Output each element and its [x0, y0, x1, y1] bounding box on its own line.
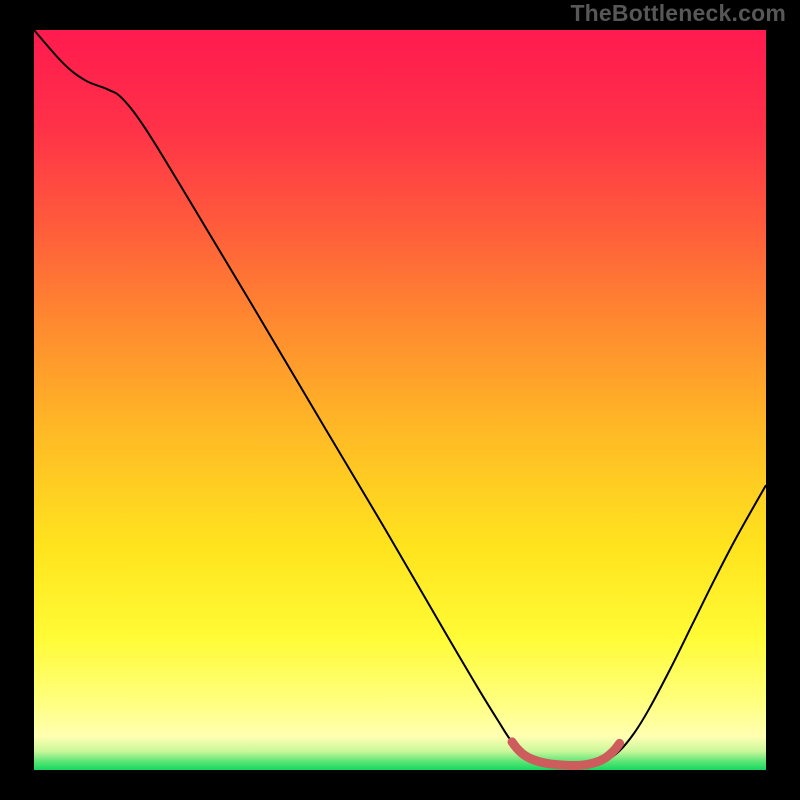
plot-background	[34, 30, 766, 770]
bottleneck-chart	[0, 0, 800, 800]
watermark-label: TheBottleneck.com	[570, 0, 786, 27]
